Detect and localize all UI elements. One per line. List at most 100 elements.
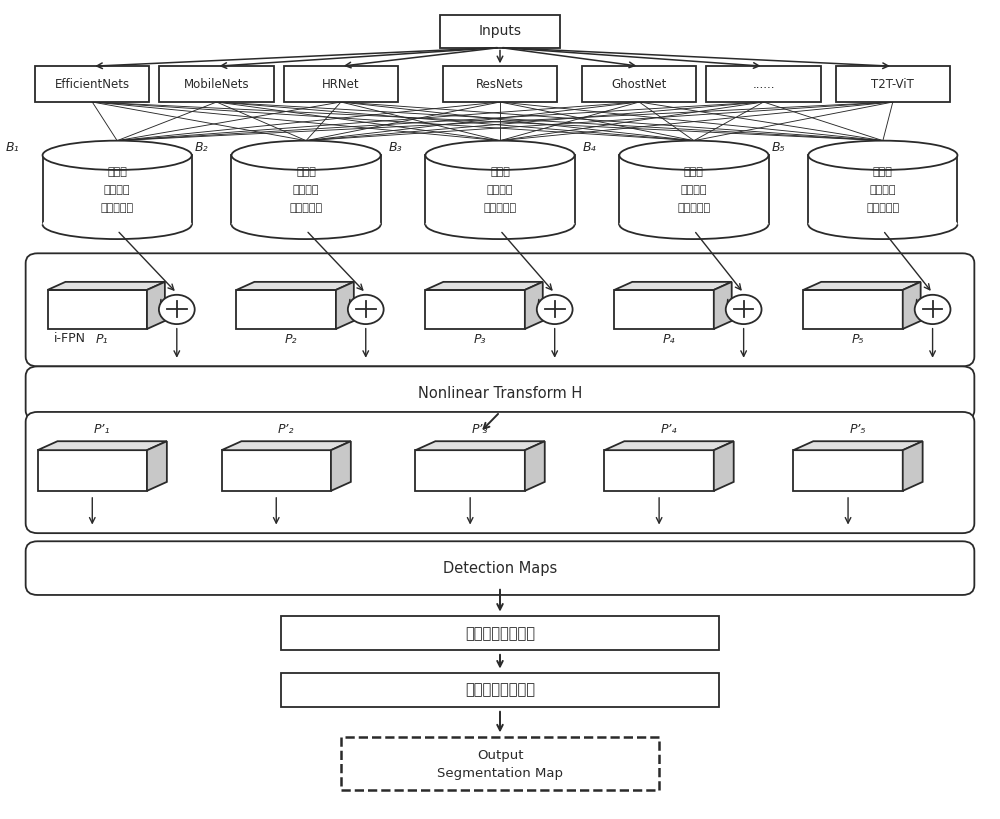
Bar [425,156,575,224]
Circle shape [159,295,195,324]
Polygon shape [222,441,351,450]
Text: Inputs: Inputs [479,25,522,38]
Polygon shape [793,441,923,450]
Text: P₄: P₄ [663,333,675,346]
Text: B₂: B₂ [195,141,208,154]
FancyBboxPatch shape [440,15,560,48]
Polygon shape [614,290,714,329]
Polygon shape [604,441,734,450]
Text: ......: ...... [752,78,775,91]
Text: i-FPN: i-FPN [53,333,85,346]
Text: 特征池: 特征池 [684,167,704,177]
Text: P₅: P₅ [852,333,864,346]
Ellipse shape [425,210,575,239]
Ellipse shape [619,210,768,239]
Text: 压缩六次: 压缩六次 [681,185,707,195]
Bar [619,156,768,224]
Text: P’₁: P’₁ [94,423,110,437]
Bar [231,156,381,224]
FancyBboxPatch shape [443,66,557,102]
Ellipse shape [43,141,192,170]
FancyBboxPatch shape [836,66,950,102]
Polygon shape [415,450,525,491]
Polygon shape [903,282,921,329]
Text: 压缩五次: 压缩五次 [487,185,513,195]
Bar [43,156,192,224]
Text: P’₂: P’₂ [278,423,294,437]
Text: 压缩三次: 压缩三次 [104,185,130,195]
Text: 特征池: 特征池 [873,167,893,177]
FancyBboxPatch shape [159,66,274,102]
Text: ResNets: ResNets [476,78,524,91]
Text: P’₃: P’₃ [472,423,488,437]
Text: T2T-ViT: T2T-ViT [871,78,914,91]
FancyBboxPatch shape [26,253,974,366]
Text: 通道数堆叠: 通道数堆叠 [101,203,134,213]
Polygon shape [425,290,525,329]
Circle shape [915,295,950,324]
Text: P’₅: P’₅ [850,423,866,437]
Text: HRNet: HRNet [322,78,360,91]
Polygon shape [236,282,354,290]
FancyBboxPatch shape [281,673,719,708]
Text: P₃: P₃ [474,333,486,346]
Text: P₁: P₁ [96,333,108,346]
Polygon shape [48,282,165,290]
Text: P’₄: P’₄ [661,423,677,437]
Text: 通道数堆叠: 通道数堆叠 [290,203,323,213]
Ellipse shape [619,141,768,170]
Circle shape [348,295,384,324]
Ellipse shape [808,210,957,239]
Text: 压缩七次: 压缩七次 [870,185,896,195]
Polygon shape [714,282,732,329]
Polygon shape [425,282,543,290]
Text: MobileNets: MobileNets [184,78,249,91]
Ellipse shape [43,210,192,239]
FancyBboxPatch shape [706,66,821,102]
FancyBboxPatch shape [26,366,974,420]
Text: B₅: B₅ [772,141,785,154]
Polygon shape [147,282,165,329]
Text: 通道数堆叠: 通道数堆叠 [483,203,517,213]
Polygon shape [614,282,732,290]
Polygon shape [803,282,921,290]
Polygon shape [903,441,923,491]
Text: Output: Output [477,749,523,762]
Text: Segmentation Map: Segmentation Map [437,767,563,780]
Text: 通道数堆叠: 通道数堆叠 [866,203,899,213]
FancyBboxPatch shape [26,412,974,533]
Text: EfficientNets: EfficientNets [55,78,130,91]
Text: B₄: B₄ [583,141,596,154]
Text: 加强特征提取网络: 加强特征提取网络 [465,683,535,698]
Polygon shape [525,282,543,329]
Polygon shape [714,441,734,491]
Polygon shape [793,450,903,491]
Polygon shape [147,441,167,491]
Text: Nonlinear Transform H: Nonlinear Transform H [418,386,582,400]
Ellipse shape [808,141,957,170]
Polygon shape [236,290,336,329]
Text: 特征池: 特征池 [296,167,316,177]
Polygon shape [336,282,354,329]
Ellipse shape [232,141,381,170]
Text: 主干特征提取网络: 主干特征提取网络 [465,626,535,640]
Polygon shape [38,441,167,450]
Text: P₂: P₂ [285,333,297,346]
Circle shape [537,295,573,324]
Text: 特征池: 特征池 [490,167,510,177]
Text: 通道数堆叠: 通道数堆叠 [677,203,710,213]
FancyBboxPatch shape [582,66,696,102]
Text: 特征池: 特征池 [107,167,127,177]
Text: GhostNet: GhostNet [612,78,667,91]
Polygon shape [331,441,351,491]
Ellipse shape [232,210,381,239]
Text: B₃: B₃ [389,141,402,154]
Circle shape [726,295,762,324]
Text: B₁: B₁ [6,141,20,154]
FancyBboxPatch shape [26,541,974,595]
Polygon shape [222,450,331,491]
Polygon shape [38,450,147,491]
Polygon shape [803,290,903,329]
FancyBboxPatch shape [35,66,149,102]
Polygon shape [525,441,545,491]
